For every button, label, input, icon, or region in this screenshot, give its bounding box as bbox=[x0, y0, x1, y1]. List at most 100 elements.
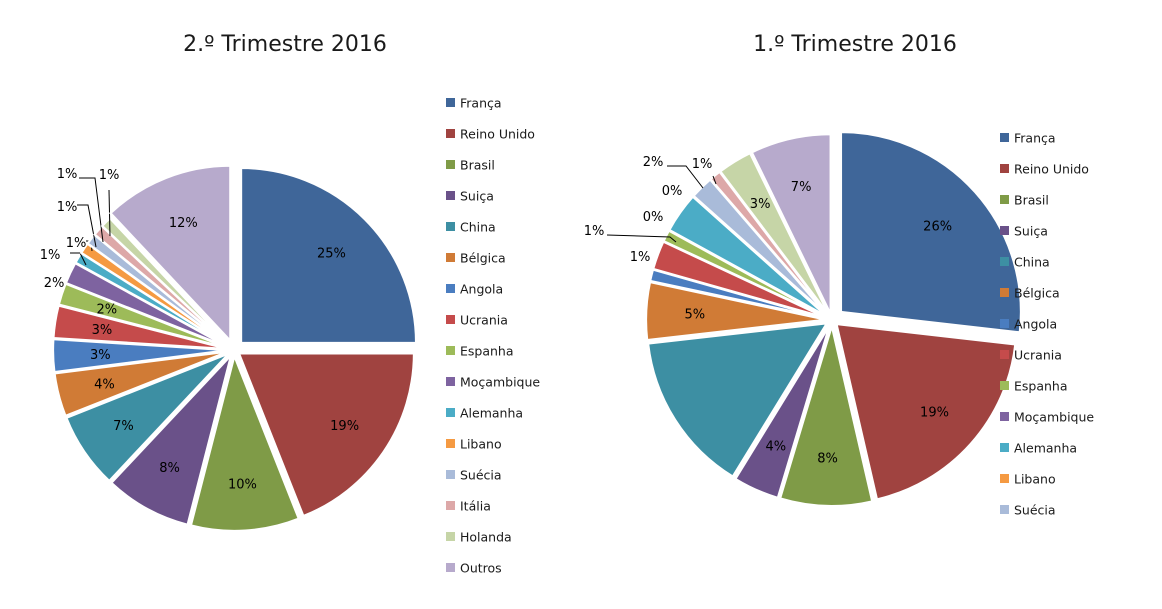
legend-swatch-q1-reino-unido bbox=[1000, 164, 1009, 173]
legend-swatch-q2-holanda bbox=[446, 532, 455, 541]
data-label-q2-mocambique: 2% bbox=[44, 276, 65, 291]
legend-swatch-q2-suica bbox=[446, 191, 455, 200]
data-label-q1-outros: 7% bbox=[791, 180, 812, 195]
legend-q1: França Reino Unido Brasil Suiça China Bélgica… bbox=[1000, 131, 1094, 518]
data-label-q1-libano: 0% bbox=[662, 184, 683, 199]
legend-swatch-q1-china bbox=[1000, 257, 1009, 266]
legend-swatch-q1-franca bbox=[1000, 133, 1009, 142]
data-label-q2-china: 7% bbox=[113, 419, 134, 434]
legend-label-q1-belgica: Bélgica bbox=[1014, 286, 1060, 301]
legend-label-q1-ucrania: Ucrania bbox=[1014, 348, 1062, 363]
pie-chart-q1-2016: 1.º Trimestre 2016 26% 19% 8% 4% 5% 1% 1% 0% 0% 2%… bbox=[584, 32, 1095, 518]
legend-swatch-q1-suica bbox=[1000, 226, 1009, 235]
legend-swatch-q2-suecia bbox=[446, 470, 455, 479]
legend-swatch-q1-brasil bbox=[1000, 195, 1009, 204]
legend-swatch-q2-franca bbox=[446, 98, 455, 107]
legend-label-q2-suica: Suiça bbox=[460, 189, 494, 204]
slice-q1-brasil bbox=[778, 321, 874, 508]
slice-q2-brasil bbox=[189, 352, 301, 533]
legend-label-q1-china: China bbox=[1014, 255, 1050, 270]
legend-label-q2-libano: Libano bbox=[460, 437, 502, 452]
legend-label-q1-angola: Angola bbox=[1014, 317, 1057, 332]
leader-line-q1-suecia bbox=[667, 165, 704, 189]
slice-q1-outros bbox=[750, 133, 832, 315]
data-label-q1-espanha: 1% bbox=[584, 224, 605, 239]
data-label-q1-suecia: 2% bbox=[643, 155, 664, 170]
data-label-q2-angola: 3% bbox=[90, 348, 111, 363]
data-label-q1-suica: 4% bbox=[766, 439, 787, 454]
data-label-q1-holanda: 3% bbox=[750, 197, 771, 212]
data-label-q1-reino-unido: 19% bbox=[920, 405, 949, 420]
legend-swatch-q1-espanha bbox=[1000, 381, 1009, 390]
legend-label-q1-alemanha: Alemanha bbox=[1014, 441, 1077, 456]
legend-label-q1-suecia: Suécia bbox=[1014, 503, 1056, 518]
chart-title-q2: 2.º Trimestre 2016 bbox=[183, 32, 387, 57]
data-label-q1-italia: 1% bbox=[692, 157, 713, 172]
legend-swatch-q2-brasil bbox=[446, 160, 455, 169]
legend-swatch-q2-angola bbox=[446, 284, 455, 293]
legend-label-q1-franca: França bbox=[1014, 131, 1056, 146]
legend-label-q2-holanda: Holanda bbox=[460, 530, 512, 545]
data-label-q1-brasil: 8% bbox=[817, 451, 838, 466]
legend-q2: França Reino Unido Brasil Suiça China Bélgica… bbox=[446, 96, 540, 576]
legend-label-q1-reino-unido: Reino Unido bbox=[1014, 162, 1089, 177]
leader-line-q1-espanha bbox=[606, 234, 677, 243]
slice-q1-china bbox=[646, 321, 830, 479]
legend-swatch-q2-china bbox=[446, 222, 455, 231]
legend-label-q2-ucrania: Ucrania bbox=[460, 313, 508, 328]
legend-swatch-q2-italia bbox=[446, 501, 455, 510]
data-label-q2-suica: 8% bbox=[159, 461, 180, 476]
data-label-q1-franca: 26% bbox=[923, 220, 952, 235]
chart-title-q1: 1.º Trimestre 2016 bbox=[753, 32, 957, 57]
legend-swatch-q1-alemanha bbox=[1000, 443, 1009, 452]
slice-q2-reino-unido bbox=[237, 352, 416, 518]
leader-line-q1-italia bbox=[712, 175, 717, 185]
slice-q2-outros bbox=[108, 164, 232, 344]
legend-swatch-q2-reino-unido bbox=[446, 129, 455, 138]
data-label-q2-suecia: 1% bbox=[57, 200, 78, 215]
data-label-q2-outros: 12% bbox=[169, 216, 198, 231]
data-label-q2-alemanha: 1% bbox=[40, 248, 61, 263]
pie-chart-q2-2016: 2.º Trimestre 2016 25% 19% 10% 8% 7% 4% 3% 3% 2% 2… bbox=[40, 32, 541, 576]
data-label-q2-franca: 25% bbox=[317, 247, 346, 262]
legend-label-q2-italia: Itália bbox=[460, 499, 491, 514]
leader-line-q2-suecia bbox=[77, 204, 97, 248]
legend-swatch-q1-suecia bbox=[1000, 505, 1009, 514]
legend-label-q1-suica: Suiça bbox=[1014, 224, 1048, 239]
data-label-q1-belgica: 5% bbox=[684, 307, 705, 322]
legend-swatch-q2-libano bbox=[446, 439, 455, 448]
legend-label-q2-suecia: Suécia bbox=[460, 468, 502, 483]
legend-swatch-q2-ucrania bbox=[446, 315, 455, 324]
legend-swatch-q2-outros bbox=[446, 563, 455, 572]
legend-swatch-q1-libano bbox=[1000, 474, 1009, 483]
legend-swatch-q2-belgica bbox=[446, 253, 455, 262]
legend-label-q2-espanha: Espanha bbox=[460, 344, 514, 359]
legend-swatch-q1-mocambique bbox=[1000, 412, 1009, 421]
legend-label-q2-brasil: Brasil bbox=[460, 158, 495, 173]
data-label-q2-italia: 1% bbox=[57, 167, 78, 182]
data-label-q2-belgica: 4% bbox=[94, 377, 115, 392]
leader-line-q2-italia bbox=[79, 177, 104, 243]
slice-q1-holanda bbox=[718, 151, 830, 316]
data-label-q1-mocambique: 0% bbox=[643, 210, 664, 225]
legend-label-q2-belgica: Bélgica bbox=[460, 251, 506, 266]
legend-label-q1-mocambique: Moçambique bbox=[1014, 410, 1094, 425]
legend-label-q1-brasil: Brasil bbox=[1014, 193, 1049, 208]
slice-q2-franca bbox=[239, 166, 418, 345]
data-label-q2-ucrania: 3% bbox=[92, 323, 113, 338]
slice-q1-suica bbox=[733, 324, 831, 500]
legend-label-q1-libano: Libano bbox=[1014, 472, 1056, 487]
legend-label-q2-china: China bbox=[460, 220, 496, 235]
data-label-q2-libano: 1% bbox=[66, 236, 87, 251]
slice-q2-angola bbox=[51, 338, 229, 374]
data-label-q2-brasil: 10% bbox=[228, 477, 257, 492]
legend-label-q2-mocambique: Moçambique bbox=[460, 375, 540, 390]
legend-label-q2-alemanha: Alemanha bbox=[460, 406, 523, 421]
slice-q2-belgica bbox=[53, 350, 229, 418]
data-label-q2-espanha: 2% bbox=[96, 303, 117, 318]
legend-swatch-q2-alemanha bbox=[446, 408, 455, 417]
legend-swatch-q1-belgica bbox=[1000, 288, 1009, 297]
legend-label-q2-angola: Angola bbox=[460, 282, 503, 297]
slice-q2-china bbox=[64, 352, 230, 483]
data-label-q2-holanda: 1% bbox=[99, 168, 120, 183]
